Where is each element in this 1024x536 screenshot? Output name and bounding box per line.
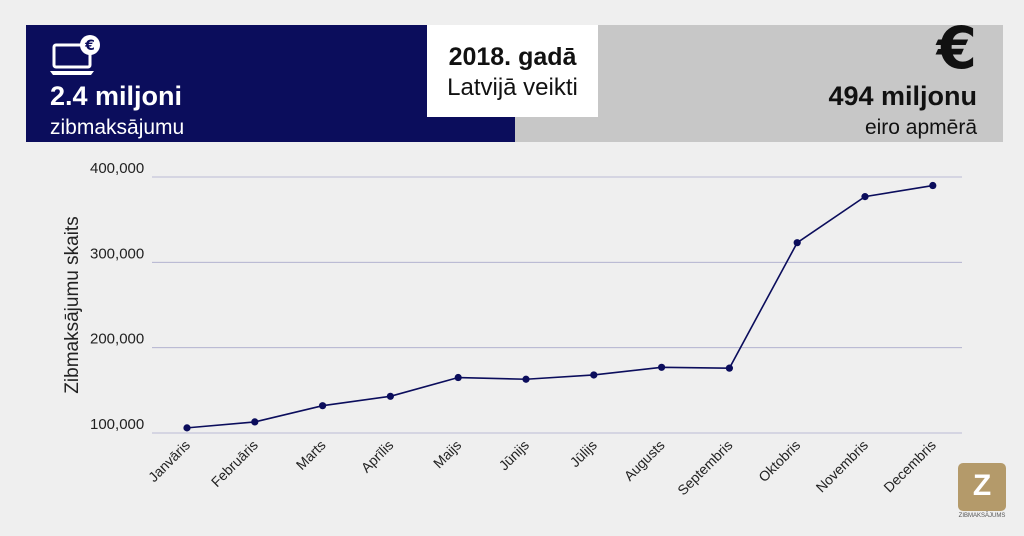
series-line	[186, 184, 933, 429]
x-tick-label: Augusts	[621, 437, 668, 484]
x-tick-label: Oktobris	[755, 437, 803, 485]
data-point	[793, 239, 801, 247]
payments-volume-caption: eiro apmērā	[864, 116, 977, 139]
center-banner: 2018. gadā Latvijā veikti	[427, 25, 598, 117]
y-axis-label: Zibmaksājumu skaits	[62, 216, 83, 393]
year-heading: 2018. gadā	[448, 43, 577, 71]
data-point	[454, 373, 462, 382]
data-point	[319, 402, 327, 410]
data-point	[386, 392, 394, 400]
y-tick-label: 200,000	[90, 331, 144, 348]
x-tick-label: Jūnijs	[495, 437, 532, 474]
data-point	[725, 364, 734, 372]
data-point	[861, 193, 869, 201]
x-tick-label: Janvāris	[145, 437, 193, 485]
x-tick-label: Decembris	[880, 437, 939, 496]
laptop-euro-icon: €	[50, 35, 100, 75]
y-tick-label: 300,000	[90, 245, 144, 262]
data-point	[251, 418, 259, 426]
x-tick-label: Februāris	[208, 437, 261, 490]
payments-volume-stat: 494 miljonu	[828, 81, 977, 111]
data-point	[929, 181, 937, 190]
y-tick-label: 400,000	[90, 160, 144, 177]
x-tick-label: Maijs	[430, 437, 464, 471]
logo-letter: Z	[972, 469, 992, 502]
logo-caption: ZIBMAKSĀJUMS	[958, 513, 1006, 519]
payments-count-stat: 2.4 miljoni	[50, 81, 183, 111]
x-tick-label: Marts	[293, 437, 329, 473]
euro-icon: €	[936, 14, 977, 82]
x-tick-label: Septembris	[674, 437, 735, 498]
y-tick-label: 100,000	[90, 416, 144, 433]
svg-text:€: €	[84, 38, 95, 54]
data-point	[522, 375, 530, 383]
payments-count-caption: zibmaksājumu	[50, 116, 185, 139]
data-point	[658, 363, 666, 371]
x-tick-label: Aprīlis	[358, 437, 397, 476]
x-tick-label: Novembris	[812, 437, 871, 496]
data-point	[590, 371, 598, 379]
x-tick-label: Jūlijs	[567, 437, 600, 470]
location-caption: Latvijā veikti	[447, 74, 578, 101]
zibmaksajums-logo: Z	[958, 463, 1006, 511]
data-point	[183, 424, 191, 432]
